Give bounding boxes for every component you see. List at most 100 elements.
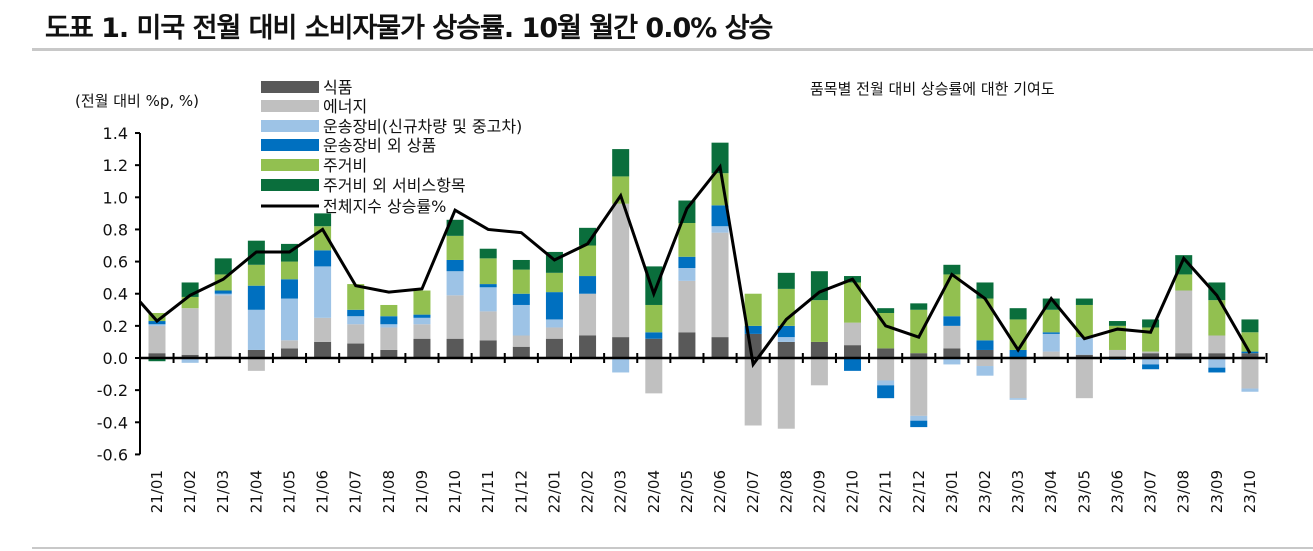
bar-segment-21-05-s2 — [280, 298, 298, 341]
x-tick-label: 21/05 — [280, 470, 298, 513]
legend-swatch — [261, 139, 319, 151]
bar-segment-21-10-s1 — [446, 295, 464, 339]
bar-segment-22-08-s1 — [777, 358, 795, 429]
bar-segment-22-04-s3 — [645, 332, 663, 339]
legend-label: 에너지 — [323, 97, 367, 116]
bar-segment-21-02-s1 — [181, 308, 199, 355]
bar-segment-23-02-s1 — [976, 358, 994, 367]
bar-segment-23-05-s2 — [1075, 337, 1093, 355]
bar-segment-23-01-s4 — [943, 274, 961, 317]
bar-segment-22-03-s4 — [612, 176, 630, 204]
bar-segment-21-11-s4 — [479, 258, 497, 285]
bar-segment-21-01-s0 — [148, 353, 166, 358]
bar-segment-22-01-s0 — [545, 338, 563, 358]
bar-segment-22-01-s4 — [545, 272, 563, 293]
bar-segment-23-09-s0 — [1208, 353, 1226, 358]
bar-segment-22-06-s1 — [711, 232, 729, 338]
y-axis-unit-label: (전월 대비 %p, %) — [75, 92, 199, 110]
bar-segment-23-01-s1 — [943, 325, 961, 349]
legend-label: 전체지수 상승률% — [323, 197, 446, 216]
legend-swatch — [261, 81, 319, 93]
bar-segment-22-04-s4 — [645, 304, 663, 333]
bar-segment-23-09-s4 — [1208, 300, 1226, 336]
bar-segment-21-04-s2 — [247, 309, 265, 350]
bar-segment-21-05-s3 — [280, 279, 298, 299]
bar-segment-23-10-s5 — [1241, 319, 1259, 333]
legend-label: 식품 — [323, 78, 352, 97]
bar-segment-21-06-s1 — [314, 317, 332, 342]
bar-segment-23-09-s2 — [1208, 358, 1226, 368]
bar-segment-23-07-s1 — [1142, 351, 1160, 354]
bar-segment-22-02-s0 — [579, 335, 597, 358]
bar-segment-21-12-s3 — [512, 293, 530, 305]
bar-segment-21-07-s4 — [347, 284, 365, 310]
bar-segment-21-03-s4 — [214, 274, 232, 291]
bar-segment-21-11-s1 — [479, 311, 497, 341]
chart-annotation: 품목별 전월 대비 상승률에 대한 기여도 — [810, 80, 1055, 98]
bar-segment-21-05-s0 — [280, 348, 298, 358]
bar-segment-22-11-s2 — [877, 380, 895, 386]
x-tick-label: 21/07 — [347, 470, 365, 513]
bar-segment-21-04-s4 — [247, 264, 265, 286]
bar-segment-22-01-s2 — [545, 319, 563, 328]
bar-segment-22-06-s3 — [711, 205, 729, 227]
bar-segment-23-05-s1 — [1075, 358, 1093, 399]
bar-segment-21-07-s1 — [347, 324, 365, 344]
bar-segment-21-09-s1 — [413, 324, 431, 339]
bar-segment-22-04-s1 — [645, 358, 663, 394]
x-tick-label: 22/02 — [579, 470, 597, 513]
bar-segment-21-12-s2 — [512, 304, 530, 336]
x-tick-label: 23/09 — [1208, 470, 1226, 513]
bar-segment-21-01-s4 — [148, 313, 166, 322]
bar-segment-21-10-s2 — [446, 271, 464, 296]
bar-segment-23-10-s2 — [1241, 388, 1259, 392]
x-tick-label: 21/06 — [314, 470, 332, 513]
bar-segment-22-02-s3 — [579, 276, 597, 294]
bar-segment-21-03-s2 — [214, 293, 232, 296]
bar-segment-23-06-s4 — [1108, 325, 1126, 350]
bar-segment-22-11-s1 — [877, 358, 895, 381]
bar-segment-22-03-s0 — [612, 337, 630, 358]
bar-segment-21-12-s0 — [512, 346, 530, 358]
bar-segment-22-11-s5 — [877, 308, 895, 314]
bar-segment-21-03-s3 — [214, 290, 232, 294]
x-tick-label: 21/10 — [446, 470, 464, 513]
bar-segment-22-01-s1 — [545, 327, 563, 339]
x-tick-label: 22/09 — [810, 470, 828, 513]
x-tick-label: 21/03 — [214, 470, 232, 513]
bar-segment-22-06-s5 — [711, 142, 729, 174]
bar-segment-23-03-s4 — [1009, 319, 1027, 350]
bar-segment-23-07-s5 — [1142, 319, 1160, 328]
bar-segment-21-08-s3 — [380, 316, 398, 325]
bar-segment-21-07-s0 — [347, 343, 365, 358]
x-tick-label: 21/04 — [247, 470, 265, 513]
bars-layer — [148, 142, 1259, 429]
bar-segment-22-11-s3 — [877, 385, 895, 399]
bar-segment-23-08-s1 — [1175, 290, 1193, 354]
y-tick-label: 0.2 — [103, 317, 128, 336]
legend-swatch — [261, 159, 319, 171]
bar-segment-22-10-s0 — [844, 345, 862, 358]
bar-segment-22-12-s2 — [910, 415, 928, 421]
bar-segment-21-10-s3 — [446, 259, 464, 272]
x-tick-label: 23/10 — [1241, 470, 1259, 513]
x-tick-label: 22/11 — [877, 470, 895, 513]
y-tick-label: 1.0 — [103, 188, 128, 207]
bar-segment-22-10-s3 — [844, 358, 862, 371]
bar-segment-22-08-s2 — [777, 337, 795, 342]
bar-segment-23-04-s1 — [1042, 351, 1060, 358]
bar-segment-23-09-s1 — [1208, 335, 1226, 354]
bar-segment-23-06-s5 — [1108, 321, 1126, 326]
bar-segment-21-09-s3 — [413, 314, 431, 318]
bar-segment-22-02-s5 — [579, 227, 597, 246]
bar-segment-23-03-s5 — [1009, 308, 1027, 320]
x-tick-label: 22/04 — [645, 470, 663, 513]
bar-segment-23-06-s1 — [1108, 349, 1126, 357]
bar-segment-22-08-s0 — [777, 341, 795, 358]
x-tick-label: 23/03 — [1009, 470, 1027, 513]
bar-segment-22-10-s4 — [844, 282, 862, 323]
bar-segment-23-07-s4 — [1142, 327, 1160, 352]
x-tick-label: 21/01 — [148, 470, 166, 513]
bar-segment-22-02-s4 — [579, 245, 597, 277]
bar-segment-23-04-s4 — [1042, 309, 1060, 333]
